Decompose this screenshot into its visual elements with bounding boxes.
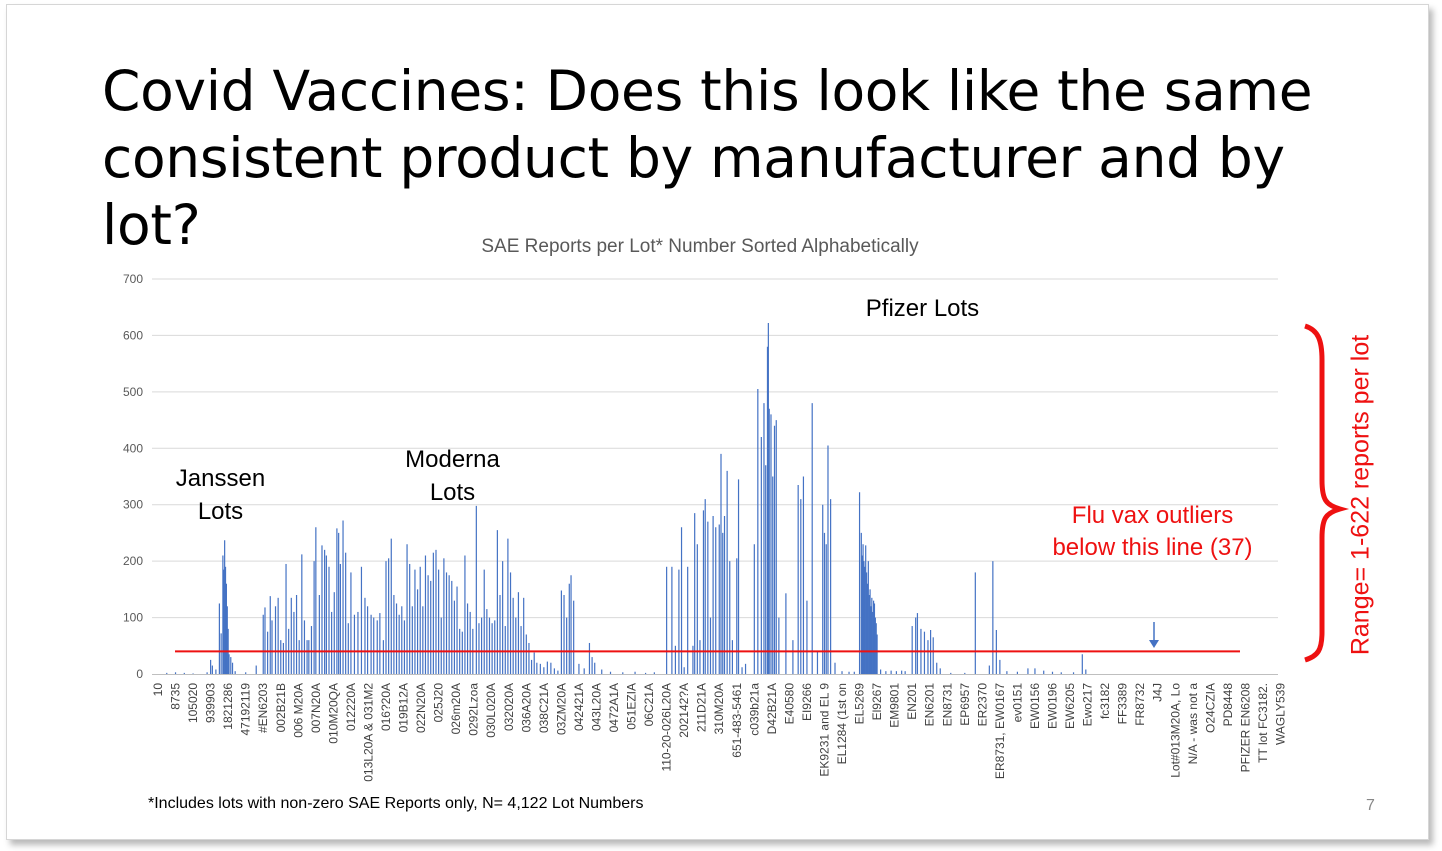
x-tick-label: 030L020A	[484, 683, 498, 738]
x-tick-label: c039b21a	[747, 683, 761, 736]
chart-bars	[166, 323, 1087, 674]
range-bracket-group	[1304, 323, 1350, 663]
x-tick-label: PFIZER EN6208	[1238, 683, 1252, 773]
x-tick-label: TT lot FC3182.	[1256, 683, 1270, 763]
x-tick-label: J4J	[1151, 683, 1165, 702]
y-tick-label: 700	[123, 272, 143, 286]
x-tick-label: 211D21A	[695, 683, 709, 732]
x-tick-label: EN6201	[923, 683, 937, 727]
x-tick-label: 03ZM20A	[554, 683, 568, 735]
x-tick-label: 006 M20A	[291, 683, 305, 738]
x-tick-label: 032020A	[502, 683, 516, 731]
moderna-lots-label: Moderna Lots	[405, 446, 500, 506]
x-tick-label: 013L20A & 031M2	[361, 683, 375, 782]
x-tick-label: Ewo217	[1081, 683, 1095, 727]
x-tick-label: El9267	[870, 683, 884, 721]
x-tick-label: ER8731, EW0167	[993, 683, 1007, 779]
x-tick-label: 0292Lzoa	[467, 683, 481, 736]
x-tick-label: 202142?A	[677, 683, 691, 738]
x-tick-label: fc3182	[1098, 683, 1112, 719]
y-tick-label: 400	[123, 441, 143, 455]
x-tick-label: ER2370	[975, 683, 989, 727]
x-tick-label: 110-20-026L20A	[660, 683, 674, 772]
x-tick-label: N/A - was not a	[1186, 683, 1200, 765]
y-axis-ticks: 0 100 200 300 400 500 600 700	[123, 272, 143, 681]
x-tick-label: O24CZIA	[1203, 683, 1217, 733]
x-tick-label: ev0151	[1010, 683, 1024, 723]
x-tick-label: PD8448	[1221, 683, 1235, 727]
slide-title: Covid Vaccines: Does this look like the …	[102, 59, 1313, 257]
pfizer-lots-label: Pfizer Lots	[865, 295, 980, 322]
x-tick-label: 002B21B	[274, 683, 288, 732]
y-tick-label: 600	[123, 328, 143, 342]
x-tick-label: 47192119	[239, 683, 253, 736]
x-tick-label: EL1284 (1st on	[835, 683, 849, 764]
x-tick-label: 939903	[204, 683, 218, 723]
x-tick-label: E40580	[782, 683, 796, 725]
x-tick-label: 310M20A	[712, 683, 726, 734]
range-bracket	[1304, 323, 1350, 663]
chart-gridlines	[152, 278, 1278, 619]
x-tick-label: EI9266	[800, 683, 814, 721]
y-tick-label: 500	[123, 385, 143, 399]
x-tick-label: #EN6203	[256, 683, 270, 733]
x-tick-label: EW0156	[1028, 683, 1042, 729]
y-tick-label: 300	[123, 498, 143, 512]
x-tick-label: EM9801	[888, 683, 902, 728]
x-axis-ticks: 10 8735 105020 939903 1821286 47192119 #EN6203…	[151, 683, 1287, 782]
x-tick-label: 022N20A	[414, 683, 428, 733]
slide	[6, 4, 1429, 840]
y-tick-label: 0	[136, 667, 143, 681]
x-tick-label: 026m20A	[449, 683, 463, 734]
y-tick-label: 100	[123, 611, 143, 625]
x-tick-label: 1821286	[221, 683, 235, 730]
x-tick-label: EK9231 and EL 9	[817, 683, 831, 777]
x-tick-label: 10	[151, 683, 165, 697]
x-tick-label: EN201	[905, 683, 919, 720]
range-label: Range= 1-622 reports per lot	[1346, 334, 1375, 656]
x-tick-label: EW6205	[1063, 683, 1077, 729]
x-tick-label: FR8732	[1133, 683, 1147, 726]
x-tick-label: 651-483-5461	[730, 683, 744, 758]
x-tick-label: 0472A1A	[607, 683, 621, 732]
x-tick-label: 012220A	[344, 683, 358, 731]
x-tick-label: FF3389	[1116, 683, 1130, 725]
x-tick-label: 042421A	[572, 683, 586, 731]
x-tick-label: 010M20QA	[326, 683, 340, 744]
x-tick-label: 007N20A	[309, 683, 323, 733]
x-tick-label: EW0196	[1045, 683, 1059, 729]
flu-vax-outliers-label: Flu vax outliers below this line (37)	[1052, 502, 1253, 561]
arrow-head	[1149, 640, 1159, 648]
janssen-lots-label: Janssen Lots	[175, 465, 266, 525]
chart-title: SAE Reports per Lot* Number Sorted Alpha…	[481, 236, 919, 257]
x-tick-label: 8735	[169, 683, 183, 710]
y-tick-label: 200	[123, 554, 143, 568]
page-number: 7	[1366, 797, 1375, 814]
x-tick-label: D42B21A	[765, 683, 779, 734]
x-tick-label: 016?20A	[379, 683, 393, 731]
x-tick-label: 051EZIA	[625, 683, 639, 730]
x-tick-label: 043L20A	[589, 683, 603, 731]
reference-line-group	[175, 622, 1240, 653]
x-tick-label: 038C21A	[537, 683, 551, 733]
x-tick-label: WAGLY539	[1273, 683, 1287, 745]
x-tick-label: EL5269	[853, 683, 867, 725]
x-tick-label: 019B12A	[397, 683, 411, 732]
x-tick-label: EN8731	[940, 683, 954, 727]
x-tick-label: 105020	[186, 683, 200, 723]
x-tick-label: 036A20A	[519, 683, 533, 732]
footnote: *Includes lots with non-zero SAE Reports…	[148, 795, 644, 812]
x-tick-label: Lot#013M20A, Lo	[1168, 683, 1182, 778]
x-tick-label: 025J20	[432, 683, 446, 723]
x-tick-label: 06C21A	[642, 683, 656, 726]
x-tick-label: EP6957	[958, 683, 972, 726]
